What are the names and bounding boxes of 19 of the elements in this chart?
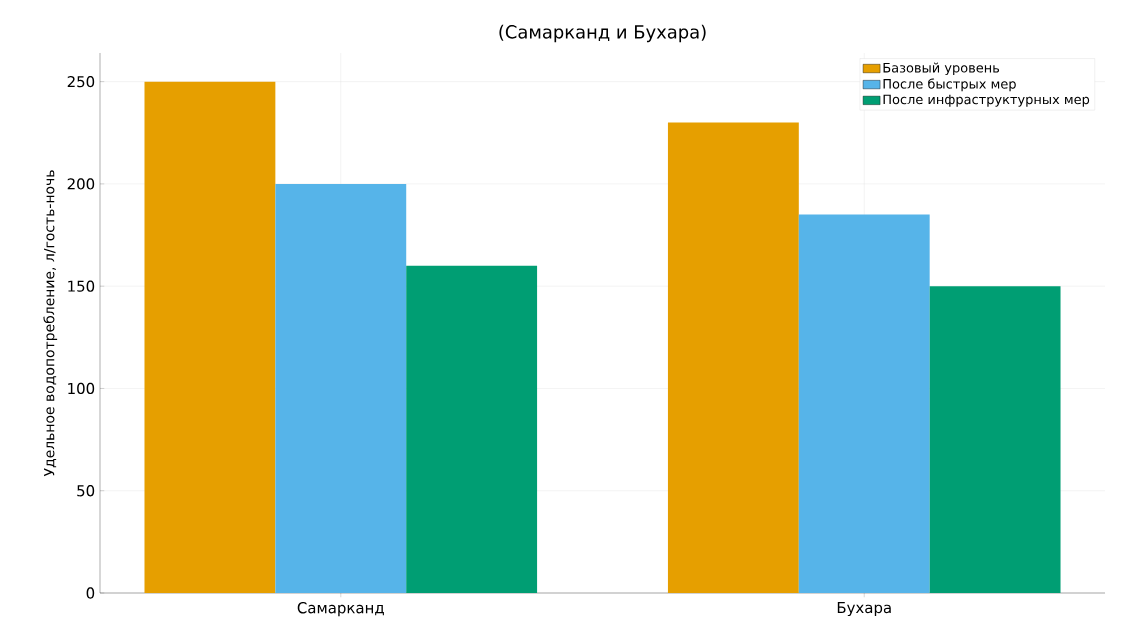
legend-label: Базовый уровень: [883, 62, 1000, 76]
legend-label: После быстрых мер: [883, 78, 1016, 92]
bar: [406, 265, 538, 593]
x-tick-label: Самарканд: [297, 602, 384, 617]
bar: [798, 214, 930, 593]
bar: [144, 81, 276, 593]
y-tick-label: 200: [67, 178, 95, 190]
y-tick-label: 100: [68, 382, 95, 395]
y-tick-label: 50: [77, 485, 95, 497]
bar: [929, 286, 1061, 593]
y-axis-title: Удельное водопотребление, л/гость-ночь: [43, 170, 58, 477]
y-tick-label: 150: [68, 280, 95, 292]
y-tick-label: 0: [86, 587, 95, 599]
bar: [275, 183, 407, 593]
legend-label: После инфраструктурных мер: [883, 94, 1090, 107]
y-tick-label: 250: [67, 75, 95, 88]
chart-title: (Самарканд и Бухара): [499, 24, 706, 43]
bar: [667, 122, 799, 593]
x-tick-label: Бухара: [837, 602, 891, 617]
